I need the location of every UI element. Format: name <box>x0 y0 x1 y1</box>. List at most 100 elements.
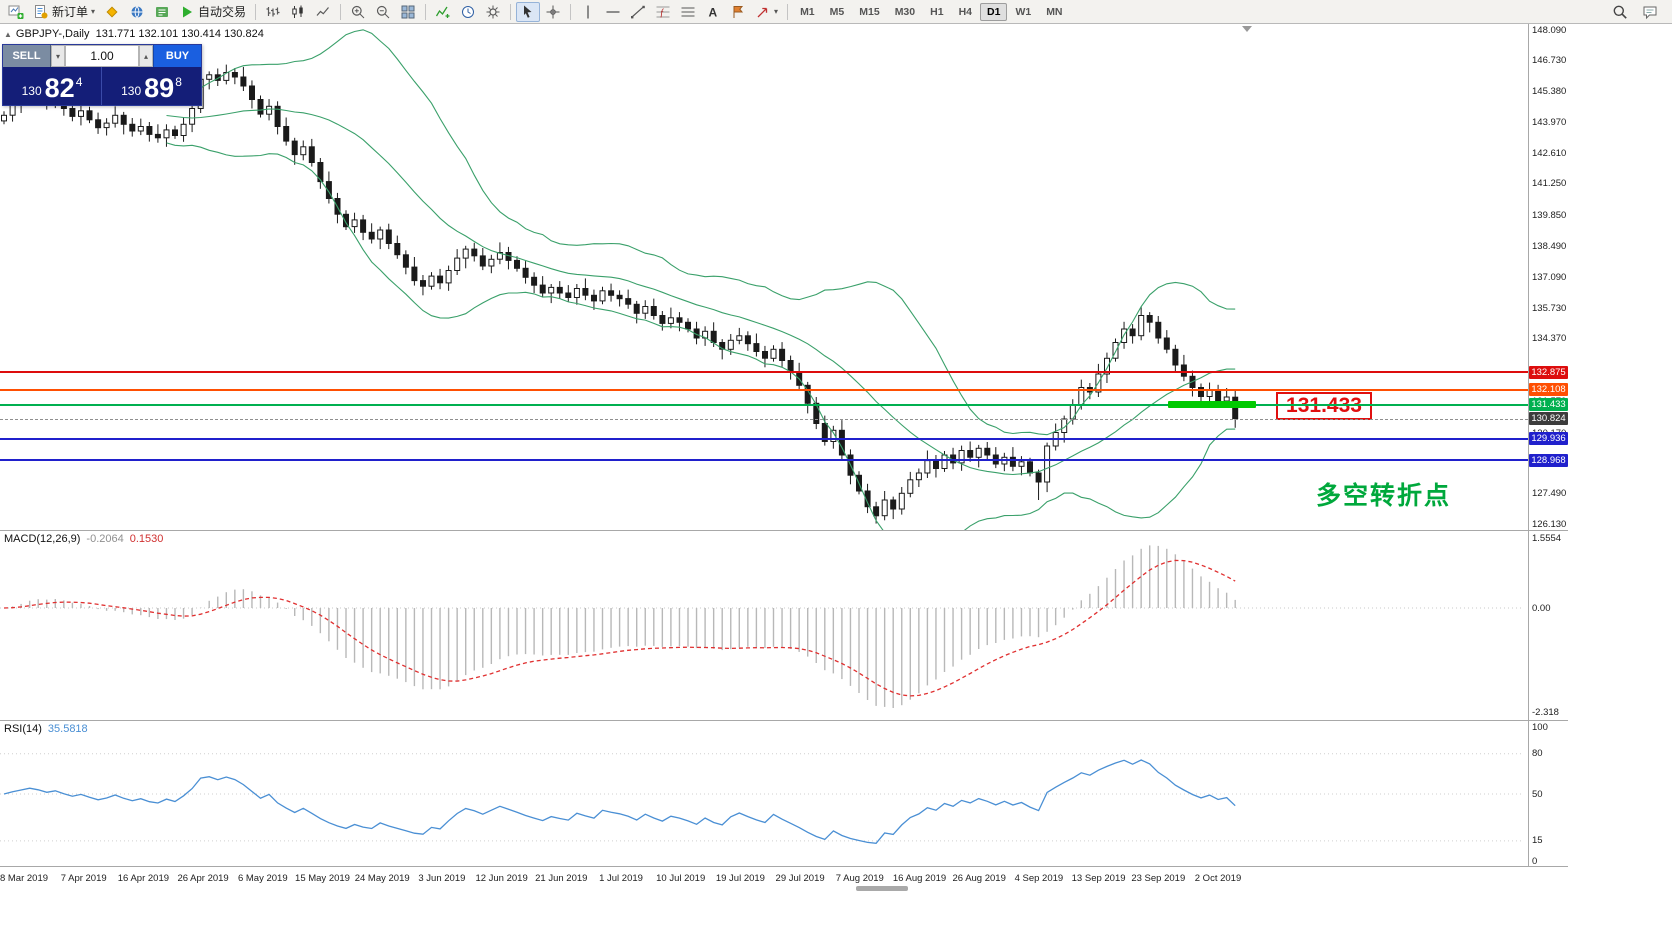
cursor-tool[interactable] <box>516 1 541 22</box>
search-button[interactable] <box>1608 2 1632 22</box>
horizontal-level-line[interactable] <box>0 459 1528 462</box>
price-line-tag: 128.968 <box>1529 453 1568 467</box>
rsi-axis-label: 80 <box>1532 748 1543 760</box>
candle <box>736 335 743 341</box>
vline-icon <box>580 4 596 20</box>
chart-settings-button[interactable] <box>481 2 505 22</box>
macd-signal-value: 0.1530 <box>129 533 164 545</box>
buy-price[interactable]: 130 89 8 <box>102 67 201 105</box>
candle <box>86 110 93 121</box>
candle <box>308 146 315 164</box>
timeframe-m15-button[interactable]: M15 <box>859 5 880 18</box>
candle <box>1035 472 1042 483</box>
line-chart-button[interactable] <box>311 2 335 22</box>
news-button[interactable] <box>150 2 174 22</box>
date-axis-label: 23 Sep 2019 <box>1131 873 1186 884</box>
equidistant-channel-tool[interactable] <box>676 2 700 22</box>
buy-price-sup: 8 <box>175 75 182 89</box>
timeframe-h1-button[interactable]: H1 <box>930 5 944 18</box>
candle <box>1018 461 1025 467</box>
arrowtool-icon <box>755 4 771 20</box>
rsi-indicator-svg[interactable] <box>0 720 1528 866</box>
chat-button[interactable] <box>1638 2 1662 22</box>
candle <box>300 146 307 156</box>
candle <box>1129 328 1136 337</box>
macd-indicator-svg[interactable] <box>0 530 1528 720</box>
candle <box>591 294 597 302</box>
chart-shift-marker-icon[interactable] <box>1242 26 1252 32</box>
annotation-text[interactable]: 多空转折点 <box>1316 482 1452 510</box>
collapse-arrow-icon[interactable]: ▲ <box>4 30 12 39</box>
panel-separator[interactable] <box>0 530 1568 531</box>
macd-axis-label: -2.318 <box>1532 706 1559 718</box>
horizontal-scrollbar-thumb[interactable] <box>856 886 908 891</box>
horizontal-level-line[interactable] <box>0 371 1528 374</box>
price-chart-svg[interactable] <box>0 24 1528 530</box>
candle <box>1069 405 1076 420</box>
timeframe-m30-button[interactable]: M30 <box>894 5 916 18</box>
date-axis-label: 2 Oct 2019 <box>1194 873 1242 884</box>
candle <box>625 298 632 305</box>
rsi-axis-label: 100 <box>1532 721 1548 733</box>
candle <box>967 450 974 458</box>
new-order-button[interactable]: 新订单 ▾ <box>29 2 99 22</box>
candle <box>180 123 187 137</box>
candle <box>1206 389 1213 397</box>
period-button[interactable] <box>456 2 480 22</box>
candle <box>1215 389 1222 402</box>
candle <box>437 275 444 284</box>
vertical-line-tool[interactable] <box>576 2 600 22</box>
support-segment[interactable] <box>1168 401 1256 409</box>
zoom-in-button[interactable] <box>346 2 370 22</box>
mql5-community-button[interactable] <box>100 2 124 22</box>
globe-icon <box>129 4 145 20</box>
label-tool[interactable] <box>726 2 750 22</box>
crosshair-tool[interactable] <box>541 2 565 22</box>
volume-input[interactable]: 1.00 <box>65 45 139 67</box>
arrows-tool[interactable]: ▾ <box>751 2 782 22</box>
price-line-tag: 132.108 <box>1529 383 1568 397</box>
macd-axis-label: 1.5554 <box>1532 532 1562 544</box>
diamond-icon <box>104 4 120 20</box>
candle <box>488 258 495 267</box>
algo-trading-button[interactable]: 自动交易 <box>175 2 250 22</box>
candle <box>129 123 136 132</box>
buy-button[interactable]: BUY <box>153 45 201 67</box>
timeframe-d1-button[interactable]: D1 <box>980 2 1008 21</box>
bar-chart-button[interactable] <box>261 2 285 22</box>
panel-separator[interactable] <box>0 720 1568 721</box>
timeframe-w1-button[interactable]: W1 <box>1015 5 1032 18</box>
candle <box>69 108 76 117</box>
fibonacci-tool[interactable]: f <box>651 2 675 22</box>
candle <box>907 479 914 494</box>
trendline-tool[interactable] <box>626 2 650 22</box>
rsi-label: RSI(14) 35.5818 <box>4 723 88 735</box>
timeframe-mn-button[interactable]: MN <box>1046 5 1063 18</box>
timeframe-h4-button[interactable]: H4 <box>958 5 972 18</box>
volume-decrease-button[interactable]: ▾ <box>51 45 65 67</box>
date-axis-label: 15 May 2019 <box>295 873 350 884</box>
horizontal-level-line[interactable] <box>0 388 1528 391</box>
insert-indicator-button[interactable] <box>431 2 455 22</box>
candle <box>830 429 837 442</box>
price-callout[interactable]: 131.433 <box>1276 392 1372 420</box>
community-button[interactable] <box>125 2 149 22</box>
volume-increase-button[interactable]: ▴ <box>139 45 153 67</box>
sell-price-prefix: 130 <box>21 84 42 98</box>
timeframe-m1-button[interactable]: M1 <box>800 5 815 18</box>
candle <box>291 140 298 156</box>
text-tool[interactable]: A <box>701 2 725 22</box>
tile-windows-button[interactable] <box>396 2 420 22</box>
horizontal-level-line[interactable] <box>0 403 1528 406</box>
candlestick-chart-button[interactable] <box>286 2 310 22</box>
new-chart-button[interactable] <box>4 2 28 22</box>
tline-icon <box>630 4 646 20</box>
candle <box>385 229 392 244</box>
sell-button[interactable]: SELL <box>3 45 51 67</box>
candle <box>881 499 888 517</box>
zoom-out-button[interactable] <box>371 2 395 22</box>
timeframe-m5-button[interactable]: M5 <box>829 5 845 18</box>
sell-price[interactable]: 130 82 4 <box>3 67 102 105</box>
horizontal-level-line[interactable] <box>0 437 1528 440</box>
horizontal-line-tool[interactable] <box>601 2 625 22</box>
